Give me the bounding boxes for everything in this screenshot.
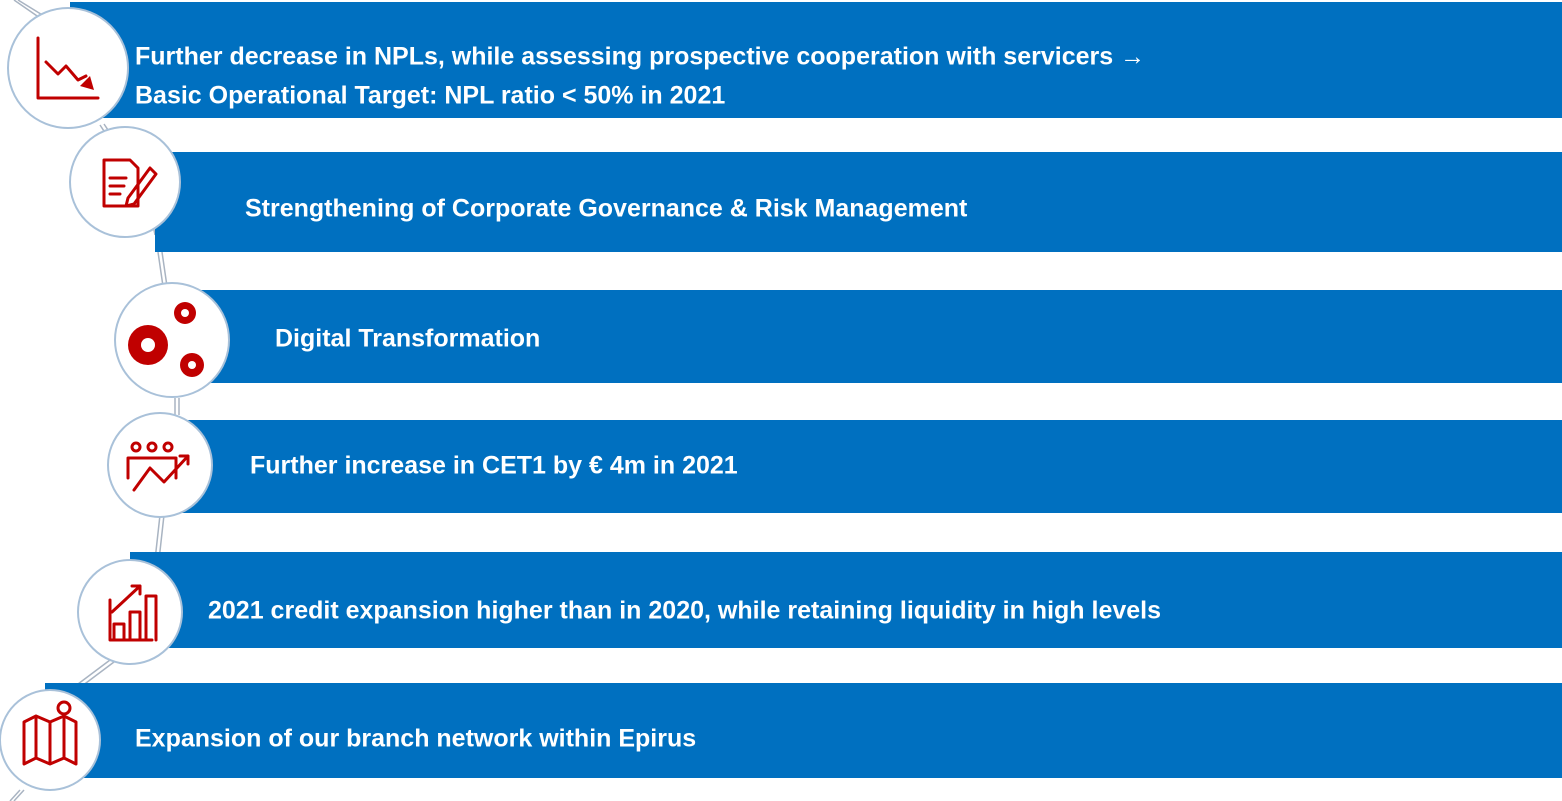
item-text: Basic Operational Target: NPL ratio < 50…: [135, 82, 725, 110]
item-text: Strengthening of Corporate Governance & …: [245, 195, 968, 223]
icon-cet1: [107, 412, 213, 518]
item-text: Digital Transformation: [275, 325, 540, 353]
item-text: Further decrease in NPLs, while assessin…: [135, 43, 1145, 71]
icon-npl: [7, 7, 129, 129]
item-text: Further increase in CET1 by € 4m in 2021: [250, 452, 738, 480]
item-text: 2021 credit expansion higher than in 202…: [208, 597, 1161, 625]
icon-governance: [69, 126, 181, 238]
item-text: Expansion of our branch network within E…: [135, 725, 696, 753]
bar: [155, 152, 1562, 252]
bar: [130, 552, 1562, 648]
bar: [70, 2, 1562, 118]
bar: [45, 683, 1562, 778]
bar: [170, 290, 1562, 383]
bar: [150, 420, 1562, 513]
icon-credit: [77, 559, 183, 665]
icon-map: [0, 689, 101, 791]
icon-digital: [114, 282, 230, 398]
